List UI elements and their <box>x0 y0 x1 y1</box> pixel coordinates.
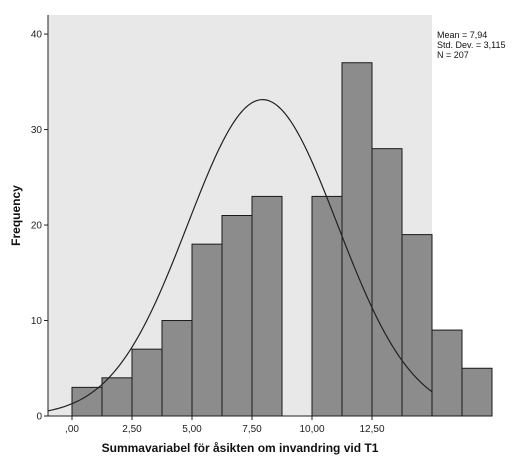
histogram-bar <box>371 148 403 417</box>
stats-std-dev: Std. Dev. = 3,115 <box>437 40 505 50</box>
histogram-bar <box>191 243 223 417</box>
histogram-bar <box>101 377 133 417</box>
histogram-bar <box>221 215 253 417</box>
x-tick-label: 10,00 <box>299 424 324 435</box>
histogram-bar <box>431 329 463 417</box>
stats-mean: Mean = 7,94 <box>437 30 487 40</box>
x-tick-label: ,00 <box>65 424 79 435</box>
x-tick-label: 2,50 <box>122 424 142 435</box>
stats-box: Mean = 7,94 Std. Dev. = 3,115 N = 207 <box>437 30 505 60</box>
x-ticks: ,00 2,50 5,00 7,50 10,00 12,50 <box>65 416 385 435</box>
y-tick-label: 0 <box>36 412 42 423</box>
y-tick-label: 40 <box>31 30 43 41</box>
x-axis-title: Summavariabel för åsikten om invandring … <box>102 441 379 455</box>
x-tick-label: 7,50 <box>242 424 262 435</box>
histogram-bar <box>251 195 283 417</box>
stats-n: N = 207 <box>437 50 469 60</box>
y-ticks: 0 10 20 30 40 <box>31 30 48 423</box>
histogram-bar <box>461 367 493 417</box>
y-tick-label: 10 <box>31 316 43 327</box>
y-tick-label: 20 <box>31 221 43 232</box>
x-tick-label: 5,00 <box>182 424 202 435</box>
bars <box>71 62 493 417</box>
y-tick-label: 30 <box>31 125 43 136</box>
histogram-bar <box>161 320 193 417</box>
normal-curve <box>47 99 433 412</box>
histogram-bar <box>311 195 343 417</box>
histogram-bar <box>341 62 373 417</box>
y-axis-title: Frequency <box>9 185 23 246</box>
x-tick-label: 12,50 <box>359 424 384 435</box>
histogram-bar <box>131 348 163 417</box>
